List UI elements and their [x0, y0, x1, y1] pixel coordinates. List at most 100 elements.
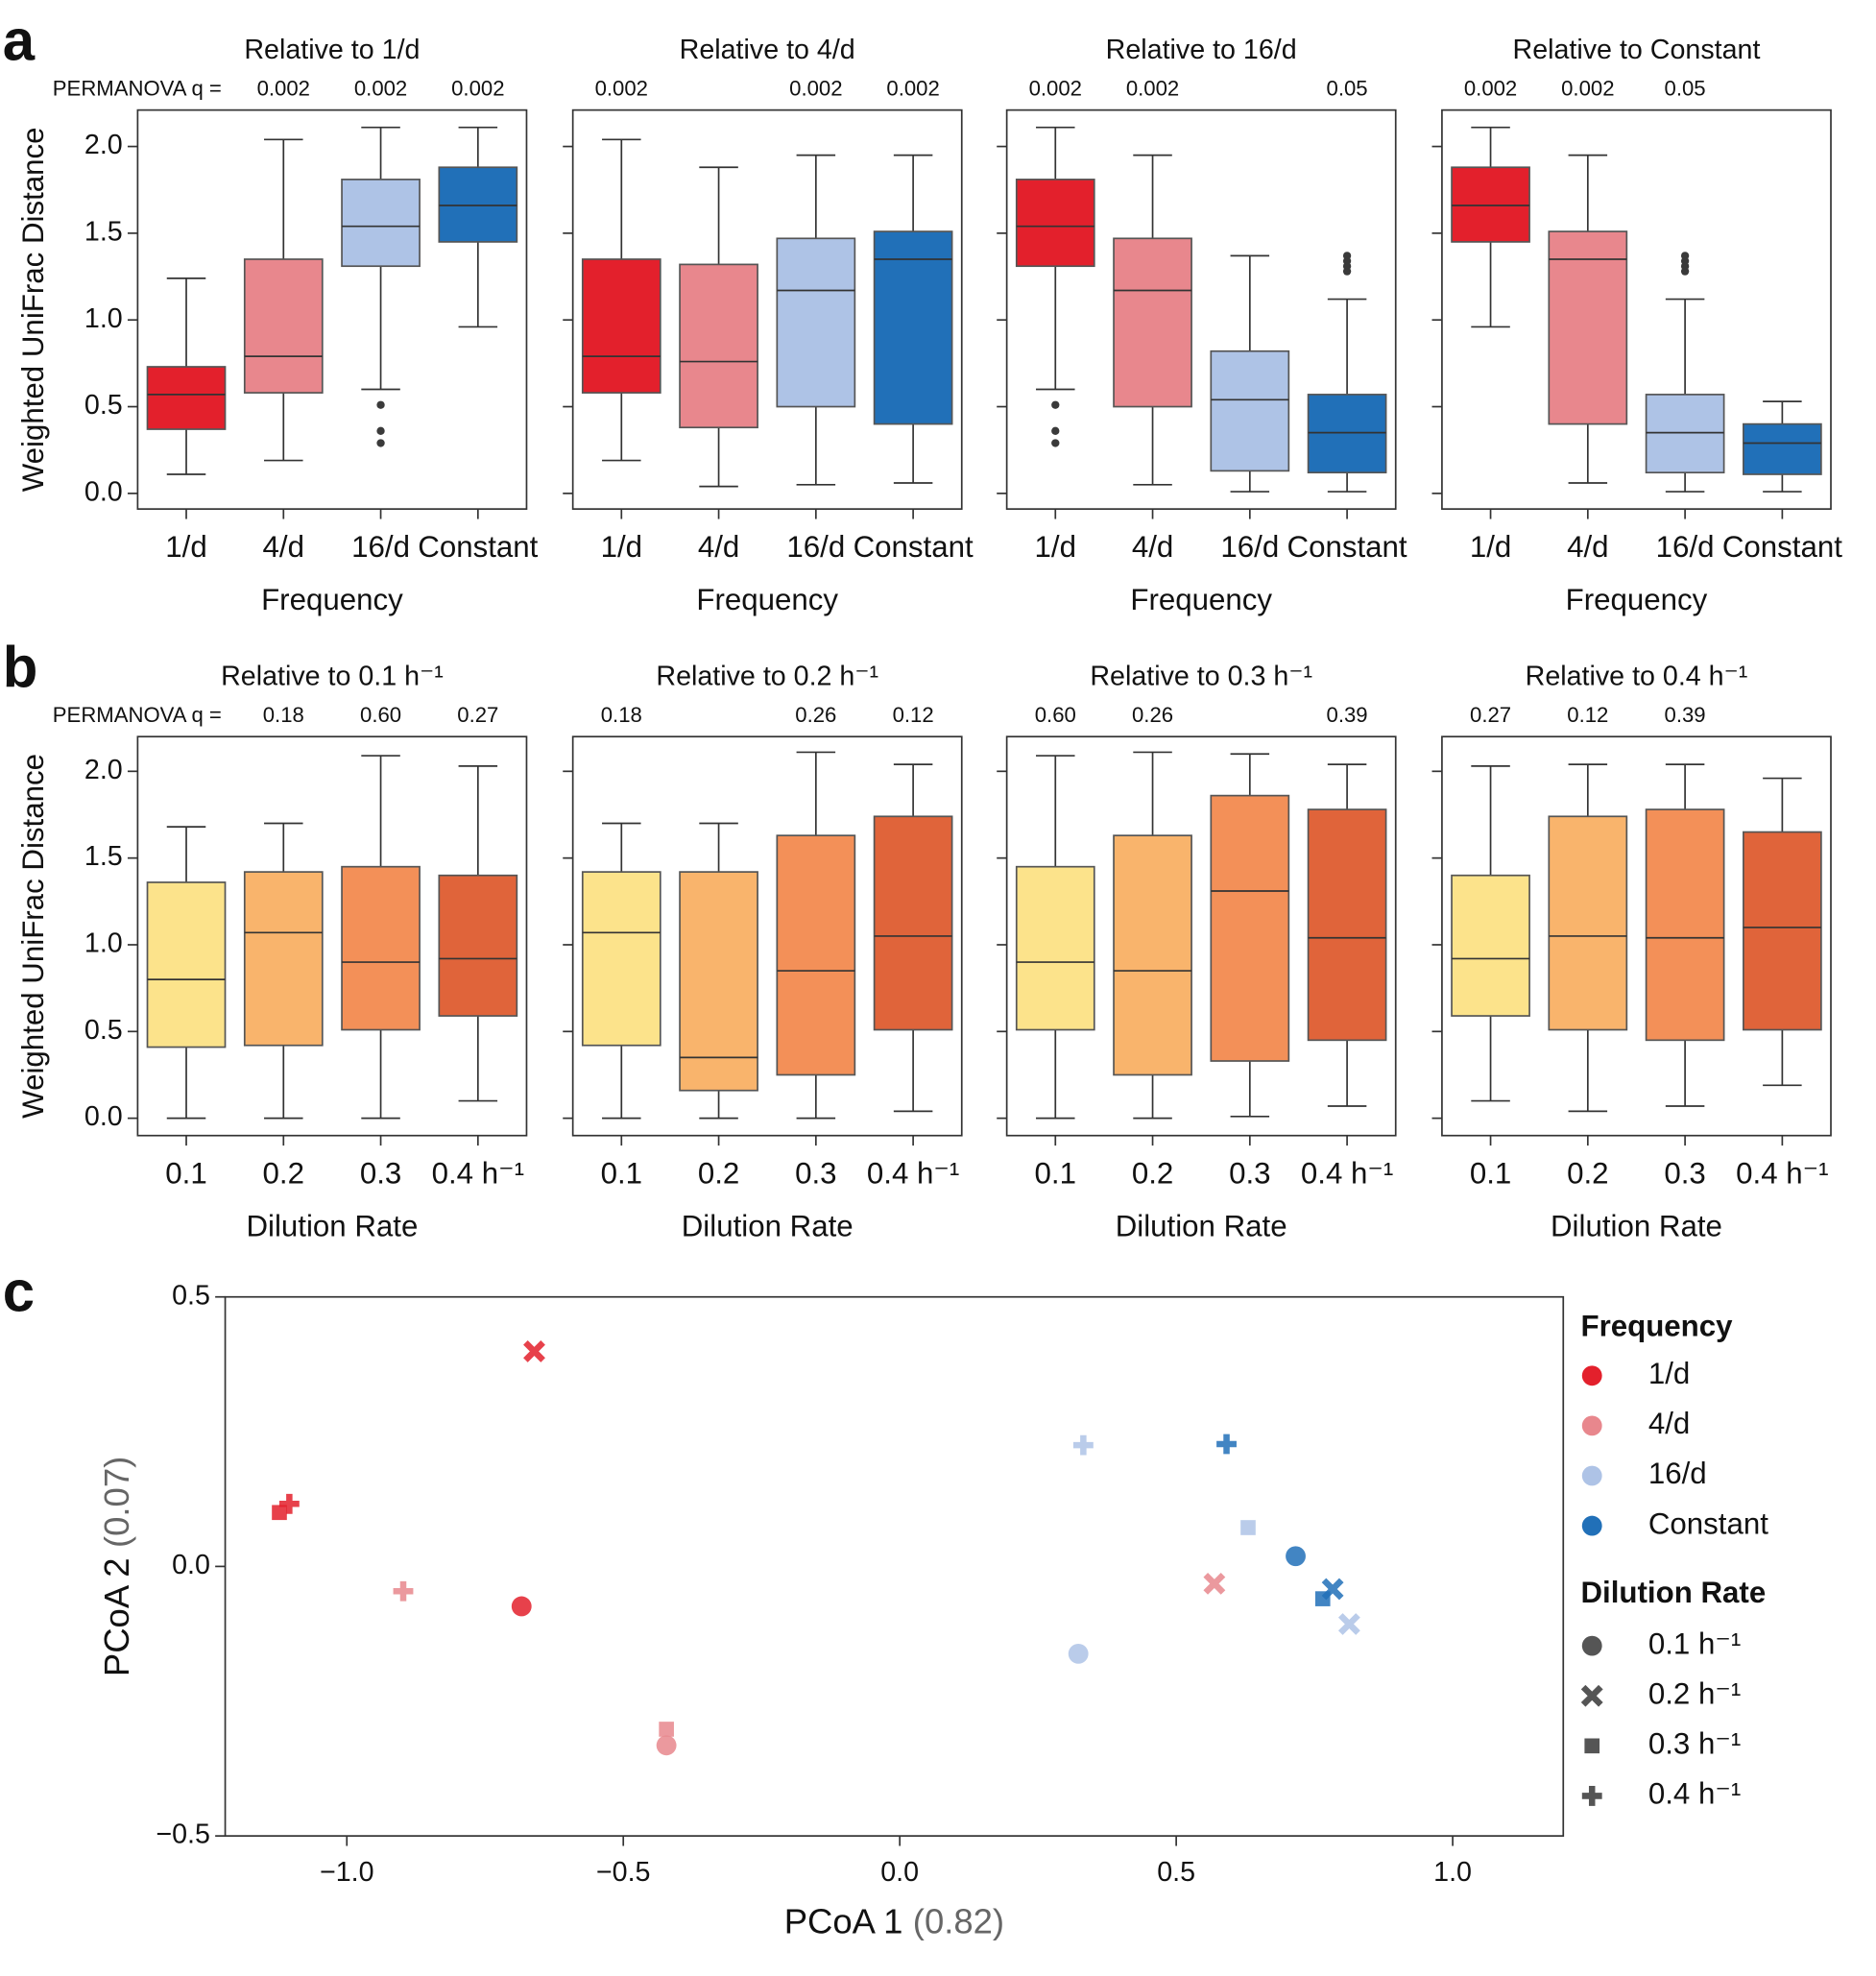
legend-label: 0.1 h⁻¹ — [1648, 1627, 1741, 1660]
axes-frame — [136, 108, 528, 510]
axes-frame — [571, 735, 963, 1137]
legend-marker — [1581, 1635, 1602, 1656]
panel-label: c — [3, 1259, 35, 1323]
x-tick-label: 16/d — [1220, 530, 1279, 564]
legend-marker — [1581, 1365, 1602, 1386]
legend-title: Dilution Rate — [1581, 1576, 1767, 1609]
box — [679, 263, 758, 429]
y-axis-label: PCoA 2 (0.07) — [96, 1457, 135, 1676]
panel-title: Relative to Constant — [1513, 35, 1761, 65]
q-value: 0.002 — [595, 77, 648, 101]
box — [1307, 394, 1387, 474]
point — [656, 1735, 677, 1756]
box — [243, 871, 324, 1047]
x-tick-label: 0.2 — [263, 1157, 304, 1191]
point — [1203, 1572, 1226, 1595]
x-axis-label: PCoA 1 (0.82) — [784, 1901, 1004, 1940]
x-tick-label: 0.4 h⁻¹ — [1736, 1157, 1828, 1191]
x-tick-label: 1/d — [601, 530, 642, 564]
x-tick-label: 4/d — [1132, 530, 1173, 564]
point — [1072, 1434, 1094, 1456]
legend-label: 4/d — [1648, 1407, 1690, 1440]
legend-label: 1/d — [1648, 1357, 1690, 1390]
box — [776, 834, 856, 1076]
x-tick-label: 0.3 — [1229, 1157, 1270, 1191]
point — [1240, 1520, 1256, 1535]
box — [146, 881, 227, 1048]
panel-title: Relative to 0.4 h⁻¹ — [1526, 662, 1748, 692]
x-axis-label: Frequency — [1566, 583, 1708, 616]
box — [873, 230, 953, 425]
q-value: 0.002 — [354, 77, 407, 101]
q-value: 0.002 — [257, 77, 310, 101]
y-tick-label: 0.5 — [84, 390, 123, 421]
x-tick-label: 0.3 — [795, 1157, 836, 1191]
q-value: 0.002 — [1464, 77, 1517, 101]
q-value: 0.18 — [263, 703, 304, 727]
outlier — [1051, 400, 1060, 409]
q-value: 0.18 — [601, 703, 642, 727]
box — [1451, 166, 1530, 243]
point — [511, 1596, 532, 1617]
y-tick-label: 0.0 — [84, 476, 123, 507]
x-tick-label: 1/d — [1035, 530, 1076, 564]
x-tick-label: 1/d — [1470, 530, 1511, 564]
box — [1743, 422, 1822, 475]
point — [523, 1340, 545, 1362]
q-value: 0.002 — [1561, 77, 1614, 101]
x-tick-label: 0.2 — [1567, 1157, 1608, 1191]
legend-label: Constant — [1648, 1506, 1768, 1540]
box — [341, 865, 421, 1031]
q-value: 0.39 — [1665, 703, 1706, 727]
x-tick-label: Constant — [854, 530, 974, 564]
x-tick-label: 0.5 — [1157, 1857, 1195, 1888]
y-axis-label: Weighted UniFrac Distance — [16, 127, 50, 492]
q-label: PERMANOVA q = — [53, 703, 222, 727]
axes-frame — [571, 108, 963, 510]
q-value: 0.002 — [451, 77, 504, 101]
y-tick-label: 2.0 — [84, 755, 123, 785]
outlier — [1051, 426, 1060, 436]
x-tick-label: 4/d — [1567, 530, 1608, 564]
panel-title: Relative to 0.1 h⁻¹ — [221, 662, 444, 692]
q-value: 0.60 — [1035, 703, 1076, 727]
legend-marker — [1581, 1415, 1602, 1436]
q-value: 0.26 — [795, 703, 836, 727]
panel-title: Relative to 16/d — [1106, 35, 1297, 65]
legend-label: 16/d — [1648, 1457, 1707, 1490]
axes-frame — [1005, 108, 1397, 510]
point — [272, 1505, 287, 1521]
x-tick-label: Constant — [1287, 530, 1407, 564]
x-tick-label: 4/d — [698, 530, 739, 564]
q-value: 0.12 — [893, 703, 934, 727]
axes-frame — [224, 1295, 1565, 1837]
legend-marker — [1584, 1738, 1600, 1754]
x-axis-label: Frequency — [696, 583, 838, 616]
point — [1337, 1613, 1360, 1635]
x-axis-note: (0.82) — [913, 1901, 1004, 1940]
legend-marker — [1581, 1515, 1602, 1536]
legend-label: 0.2 h⁻¹ — [1648, 1676, 1741, 1710]
x-tick-label: 0.2 — [1132, 1157, 1173, 1191]
y-axis-title: PCoA 2 — [96, 1557, 135, 1676]
point — [1314, 1591, 1331, 1606]
y-axis-label: Weighted UniFrac Distance — [16, 754, 50, 1119]
outlier — [1680, 252, 1690, 260]
axes-frame — [1441, 108, 1832, 510]
y-tick-label: 1.0 — [84, 303, 123, 334]
point — [1068, 1643, 1089, 1664]
point — [659, 1722, 674, 1737]
q-value: 0.05 — [1327, 77, 1368, 101]
panel-title: Relative to 0.3 h⁻¹ — [1090, 662, 1312, 692]
x-axis-label: Dilution Rate — [682, 1209, 854, 1242]
y-tick-label: 0.5 — [172, 1280, 210, 1311]
box — [1210, 794, 1290, 1062]
panel-label: b — [3, 635, 38, 699]
box — [1210, 349, 1290, 472]
box — [581, 258, 661, 394]
x-axis-label: Dilution Rate — [1116, 1209, 1287, 1242]
x-tick-label: 0.4 h⁻¹ — [432, 1157, 524, 1191]
point — [393, 1580, 414, 1602]
